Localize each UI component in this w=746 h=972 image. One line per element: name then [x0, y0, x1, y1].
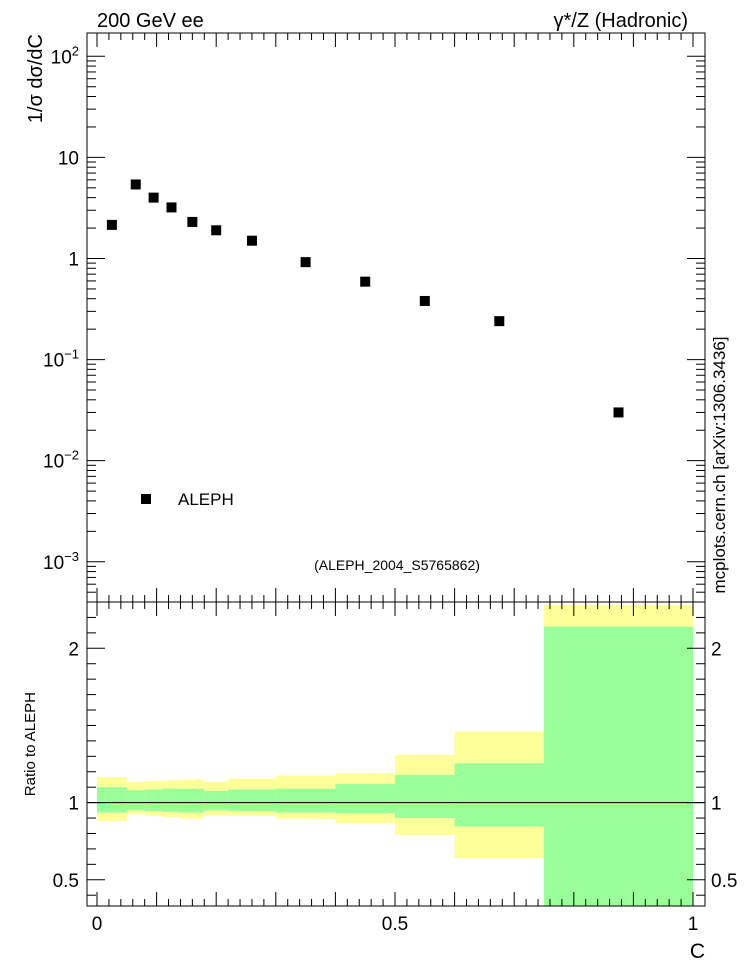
data-point [187, 216, 198, 227]
band-inner-bin-4 [180, 788, 205, 813]
y-tick-label: 1 [68, 249, 79, 270]
band-inner-bin-9 [395, 774, 455, 819]
data-points [106, 179, 624, 418]
legend-label: ALEPH [178, 490, 234, 509]
data-point [300, 257, 311, 268]
band-inner-bin-2 [144, 789, 163, 812]
x-tick-label: 1 [688, 914, 699, 935]
band-inner-bin-1 [126, 790, 145, 811]
ratio-y-tick-label-right: 2 [711, 639, 722, 660]
ratio-y-axis-label: Ratio to ALEPH [22, 692, 39, 796]
ratio-y-tick-label-right: 0.5 [711, 871, 737, 892]
data-point [613, 407, 624, 418]
band-inner-bin-11 [544, 626, 693, 906]
data-point [148, 192, 159, 203]
axis-ticks [87, 33, 705, 906]
data-point [130, 179, 141, 190]
y-tick-label: 10 [58, 148, 79, 169]
ratio-y-tick-label: 1 [68, 794, 79, 815]
y-tick-label: 10−3 [43, 549, 79, 574]
top-plot-frame [86, 32, 706, 603]
analysis-label: (ALEPH_2004_S5765862) [314, 557, 480, 573]
data-point [106, 219, 117, 230]
band-inner-bin-0 [97, 787, 127, 813]
x-tick-label: 0 [92, 914, 103, 935]
top-y-axis-label: 1/σ dσ/dC [25, 34, 47, 123]
data-point [419, 295, 430, 306]
legend-marker [141, 494, 151, 504]
ratio-y-tick-label: 2 [68, 639, 79, 660]
data-point [166, 202, 177, 213]
band-inner-bin-8 [335, 784, 395, 814]
ratio-y-tick-label: 0.5 [53, 871, 79, 892]
x-axis-label: C [690, 940, 705, 963]
data-point [246, 235, 257, 246]
ratio-bands [87, 605, 705, 906]
side-label: mcplots.cern.ch [arXiv:1306.3436] [710, 336, 729, 593]
band-inner-bin-3 [162, 788, 181, 812]
x-tick-label: 0.5 [382, 914, 408, 935]
band-inner-bin-7 [275, 788, 336, 813]
band-inner-bin-6 [228, 789, 276, 812]
header-left: 200 GeV ee [97, 10, 204, 32]
y-tick-label: 10−1 [43, 347, 79, 372]
plot-frames [86, 32, 706, 907]
ratio-y-tick-label-right: 1 [711, 794, 722, 815]
header-right: γ*/Z (Hadronic) [554, 10, 688, 32]
band-inner-bin-10 [454, 763, 544, 827]
band-inner-bin-5 [204, 791, 229, 811]
y-tick-label: 102 [51, 43, 79, 68]
y-tick-label: 10−2 [43, 448, 79, 473]
data-point [211, 225, 222, 236]
data-point [360, 276, 371, 287]
ratio-plot-frame [86, 601, 706, 907]
data-point [494, 316, 505, 327]
